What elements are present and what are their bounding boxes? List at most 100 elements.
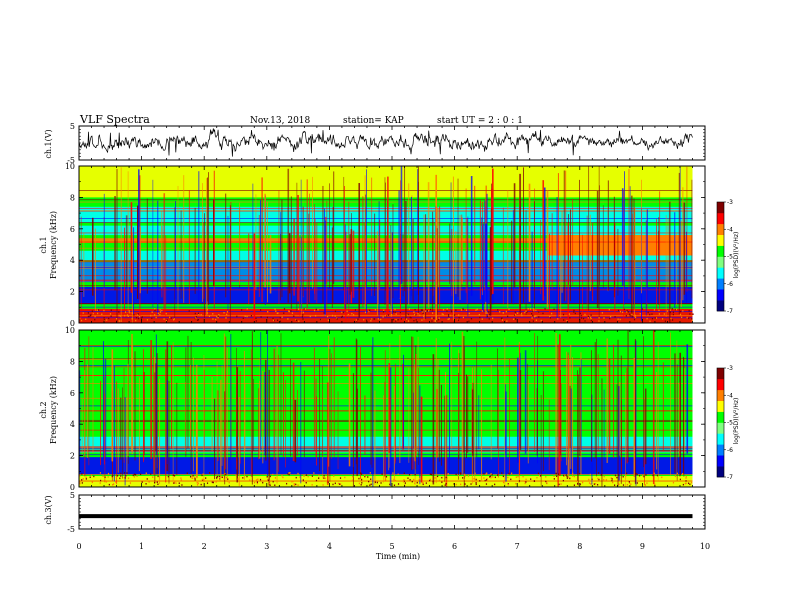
ch2_spec-speckle: [638, 474, 641, 477]
ch1_spec-streak: [248, 233, 250, 305]
ch1_spec-streak: [188, 190, 190, 305]
ch1_spec-speckle: [246, 308, 248, 310]
ch2_spec-streak: [683, 357, 685, 477]
ch2_spec-streak: [420, 396, 423, 483]
ch2_spec-streak: [408, 367, 410, 463]
ch1_spec-speckle: [370, 320, 372, 322]
ch1_spec-speckle: [430, 308, 432, 311]
ch1_spec-speckle: [298, 308, 300, 310]
ch2_spec-speckle: [685, 475, 687, 478]
ch1_spec-speckle: [394, 311, 396, 313]
ch2_spec-streak: [352, 373, 354, 487]
ch1_spec-speckle: [542, 312, 544, 315]
ch2_spec-streak: [662, 362, 664, 452]
ch2_spec-speckle: [685, 480, 687, 482]
ch1_wave-ytick-label: 5: [70, 122, 75, 131]
ch1_spec-streak: [139, 226, 141, 294]
ch1_spec-speckle: [356, 320, 358, 322]
ch1_spec-streak: [658, 230, 660, 286]
ch1_spec-streak: [352, 230, 355, 298]
ch1_spec-band-late: [548, 235, 693, 256]
ch2_spec-speckle: [272, 473, 274, 476]
ch2_spec-speckle: [422, 483, 424, 486]
ch2_spec-speckle: [381, 473, 383, 475]
ch2_spec-speckle: [389, 483, 391, 486]
ch2_spec-speckle: [82, 474, 84, 476]
ch1_spec-speckle: [91, 310, 93, 312]
ch2_spec-speckle: [690, 481, 693, 484]
ch1_spec-speckle: [513, 318, 515, 320]
ch2_spec-streak: [244, 382, 246, 451]
ch2_spec-speckle: [572, 472, 574, 475]
ch2_spec-speckle: [622, 484, 625, 486]
ch1_spec-streak: [519, 199, 521, 292]
ch1_spec-streak: [423, 214, 425, 321]
ch2_spec-speckle: [626, 483, 629, 486]
ch1_spec-speckle: [272, 319, 275, 322]
ch2_spec-streak: [223, 333, 225, 481]
ch1_spec-speckle: [151, 317, 153, 319]
ch1_spec-speckle: [681, 316, 683, 319]
ch1_spec-speckle: [514, 314, 517, 316]
ch2_spec-streak: [679, 352, 682, 475]
ch1_spec-speckle: [689, 313, 691, 315]
ch2_spec-speckle: [150, 473, 152, 475]
ch2_spec-hline: [79, 448, 693, 450]
ch2_spec-speckle: [113, 483, 115, 485]
ch2_spec-speckle: [538, 474, 541, 477]
ch2_spec-speckle: [196, 481, 198, 484]
ch2_spec-hline: [79, 419, 693, 421]
ch2_spec-speckle: [491, 474, 493, 476]
ch2_spec-speckle: [295, 483, 297, 486]
ch1_spec-speckle: [419, 314, 421, 317]
ch1_spec-speckle: [87, 315, 90, 318]
ch1_spec-speckle: [85, 318, 87, 320]
ch1_spec-streak: [293, 218, 295, 296]
ch2_spec-speckle: [120, 475, 122, 477]
ch1_spec-speckle: [479, 316, 481, 319]
ch2_spec-speckle: [194, 477, 196, 480]
ch2_spec-speckle: [614, 474, 617, 477]
ch1_spec-speckle: [353, 314, 355, 316]
ch2_spec-speckle: [246, 475, 248, 478]
ch2_spec-speckle: [132, 474, 134, 477]
ch2_spec-streak: [297, 390, 298, 457]
ch2_spec-streak: [283, 372, 284, 457]
ch2_spec-speckle: [145, 472, 147, 474]
ch2_spec-speckle: [642, 474, 644, 477]
ch1_spec-speckle: [314, 314, 317, 317]
ch2_spec-streak: [168, 380, 170, 484]
ch2_spec-speckle: [445, 476, 447, 479]
ch2_spec-speckle: [588, 478, 590, 481]
ch2_spec-streak: [243, 350, 245, 480]
ch1_spec-streak: [489, 227, 492, 316]
ch2_spec-ytick-label: 0: [70, 483, 75, 492]
ch2_spec-streak: [226, 348, 228, 483]
ch2_spec-speckle: [441, 476, 443, 479]
ch1_spec-speckle: [279, 320, 282, 323]
ch1_spec-streak: [306, 179, 308, 309]
ch1_spec-speckle: [304, 308, 306, 310]
ch2_spec-streak: [131, 333, 133, 452]
ch2_spec-streak: [300, 361, 302, 484]
ch2_spec-speckle: [507, 483, 509, 485]
ch2_spec-streak: [230, 334, 232, 474]
ch2_spec-streak: [606, 338, 609, 463]
ch2_spec-speckle: [591, 478, 593, 481]
ch1_spec-streak: [408, 183, 410, 305]
ch1_spec-speckle: [302, 311, 304, 314]
ch1_spec-speckle: [106, 319, 108, 321]
ch1_spec-streak: [592, 222, 594, 302]
ch1_spec-speckle: [661, 318, 664, 320]
ch2_spec-speckle: [597, 483, 599, 486]
ch1_spec-speckle: [302, 318, 304, 320]
ch2_spec-streak: [315, 378, 317, 457]
ch1_spec-streak: [152, 179, 154, 308]
ch1_spec-speckle: [103, 309, 105, 312]
ch1_spec-streak: [596, 190, 599, 309]
ch1_spec-speckle: [154, 309, 156, 312]
colorbar-ch2-swatch: [717, 389, 724, 401]
ch1_spec-speckle: [89, 315, 91, 318]
ch1_spec-streak: [398, 190, 400, 298]
ch2_spec-streak: [280, 333, 282, 455]
